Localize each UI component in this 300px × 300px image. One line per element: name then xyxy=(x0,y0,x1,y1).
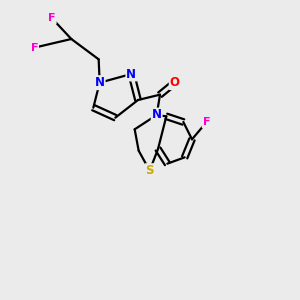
Text: F: F xyxy=(48,13,56,23)
Text: O: O xyxy=(170,76,180,89)
Text: N: N xyxy=(95,76,105,89)
Text: N: N xyxy=(152,109,162,122)
Text: F: F xyxy=(31,43,38,53)
Text: N: N xyxy=(126,68,136,80)
Text: S: S xyxy=(146,164,154,177)
Text: F: F xyxy=(202,117,210,127)
